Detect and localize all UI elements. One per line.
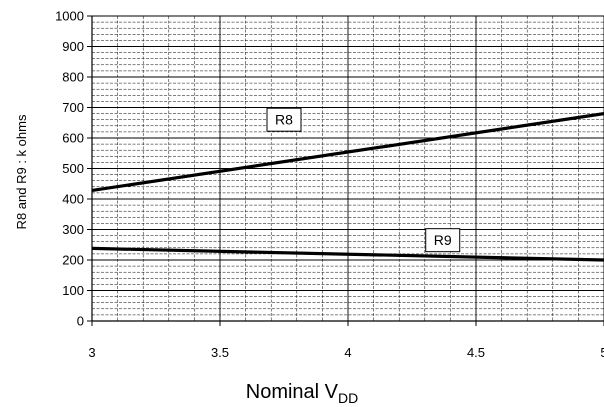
y-tick-label: 700 (62, 100, 84, 115)
x-tick-labels: 3 3.5 4 4.5 5 (88, 345, 604, 360)
annotation-label: R9 (434, 232, 452, 248)
annotation-label: R8 (275, 112, 293, 128)
annotation-box (425, 228, 461, 253)
y-tick-label: 1000 (55, 9, 84, 24)
y-tick-label: 800 (62, 70, 84, 85)
y-tick-labels: 0 100 200 300 400 500 600 700 800 900 1000 (55, 9, 84, 329)
x-tick-label: 4.5 (467, 345, 485, 360)
y-tick-label: 300 (62, 222, 84, 237)
annotation-box (266, 107, 302, 132)
x-tick-label: 5 (600, 345, 604, 360)
y-tick-label: 400 (62, 192, 84, 207)
annotations: R8 R9 (266, 107, 461, 253)
series-lines (91, 112, 604, 262)
x-tick-label: 3 (88, 345, 95, 360)
axes (87, 15, 604, 326)
series-line-r9 (91, 246, 604, 262)
y-tick-label: 100 (62, 283, 84, 298)
x-tick-label: 3.5 (211, 345, 229, 360)
y-tick-label: 0 (77, 314, 84, 329)
minor-gridlines (92, 16, 604, 321)
y-tick-label: 200 (62, 253, 84, 268)
x-axis-label: Nominal VDD (246, 381, 359, 406)
y-axis-label: R8 and R9 : k ohms (14, 114, 29, 229)
x-axis-label-main: Nominal V (246, 381, 339, 403)
y-tick-label: 500 (62, 161, 84, 176)
series-line-r8 (91, 112, 604, 193)
y-tick-label: 900 (62, 39, 84, 54)
x-axis-label-subscript: DD (338, 390, 358, 406)
x-tick-label: 4 (344, 345, 351, 360)
y-tick-label: 600 (62, 131, 84, 146)
